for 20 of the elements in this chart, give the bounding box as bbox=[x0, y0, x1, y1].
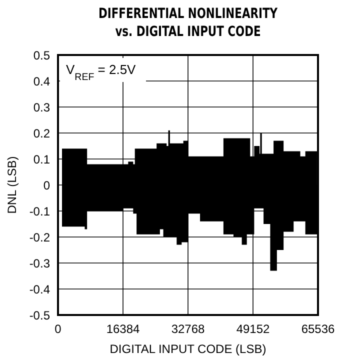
y-tick-label: -0.2 bbox=[29, 230, 50, 244]
x-axis-title: DIGITAL INPUT CODE (LSB) bbox=[110, 342, 266, 356]
y-tick-label: -0.5 bbox=[29, 308, 50, 322]
y-tick-label: -0.3 bbox=[29, 256, 50, 270]
x-tick-label: 0 bbox=[54, 322, 62, 336]
x-tick-label: 49152 bbox=[236, 322, 270, 336]
y-tick-label: -0.4 bbox=[29, 282, 50, 296]
y-tick-label: -0.1 bbox=[29, 204, 50, 218]
y-tick-label: 0.1 bbox=[33, 152, 50, 166]
y-tick-label: 0.3 bbox=[33, 100, 50, 114]
annotation: V$_{REF}$ = 2.5V bbox=[66, 62, 136, 82]
x-tick-label: 16384 bbox=[106, 322, 140, 336]
x-tick-label: 65536 bbox=[301, 322, 336, 336]
y-tick-label: 0.4 bbox=[33, 74, 50, 88]
y-tick-label: 0 bbox=[43, 178, 50, 192]
x-tick-label: 32768 bbox=[171, 322, 206, 336]
y-tick-label: 0.5 bbox=[33, 48, 50, 62]
chart-title: DIFFERENTIAL NONLINEARITY vs. DIGITAL INPUT CODE bbox=[98, 6, 278, 40]
y-axis-title: DNL (LSB) bbox=[5, 156, 19, 214]
y-tick-label: 0.2 bbox=[33, 126, 50, 140]
